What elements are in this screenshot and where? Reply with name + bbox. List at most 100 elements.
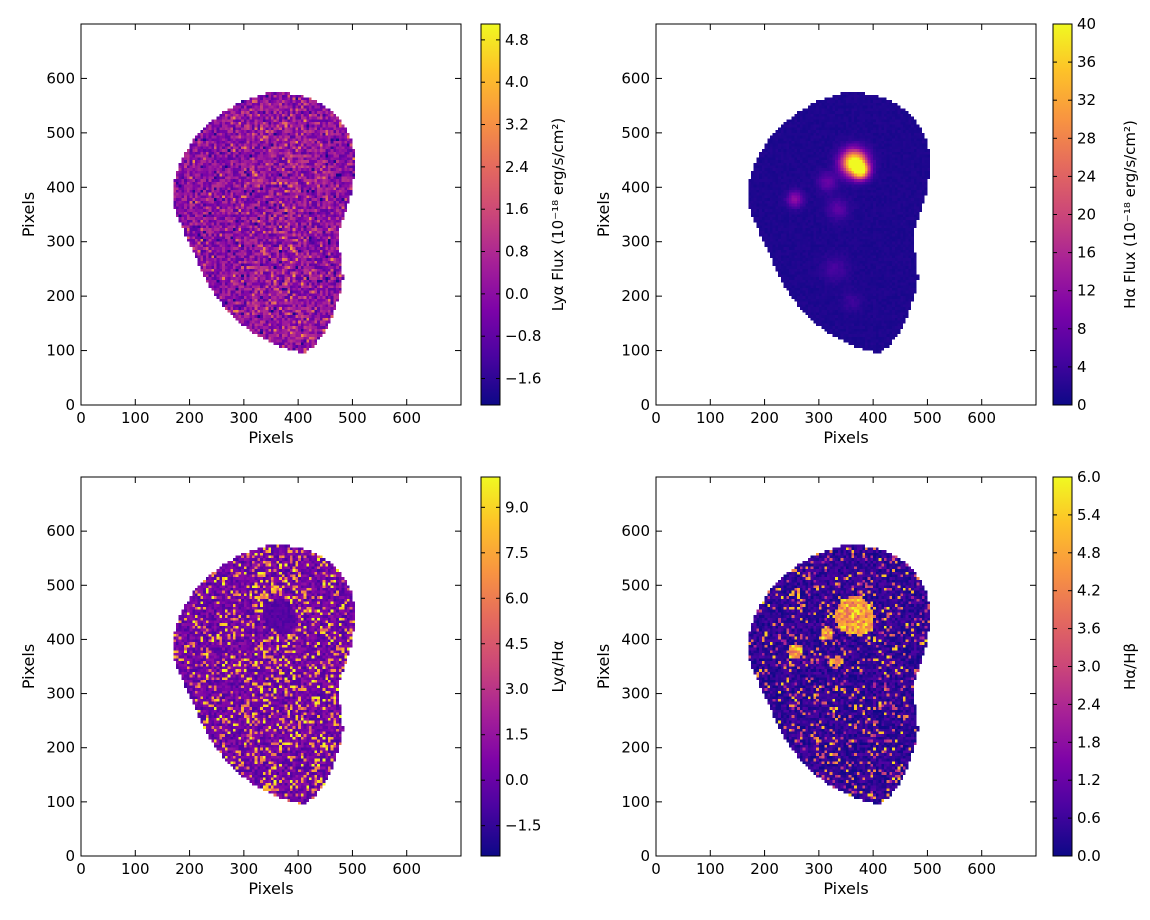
colorbar-label: Lyα/Hα xyxy=(549,640,567,692)
y-tick-label: 0 xyxy=(640,396,650,414)
x-axis-label: Pixels xyxy=(823,428,868,447)
x-tick-label: 0 xyxy=(651,860,661,878)
x-tick-label: 200 xyxy=(175,860,204,878)
x-tick-label: 200 xyxy=(750,860,779,878)
colorbar-tick-label: 32 xyxy=(1077,91,1096,109)
y-tick-label: 300 xyxy=(46,233,75,251)
colorbar-tick-label: 9.0 xyxy=(505,498,529,516)
colorbar-tick-label: 28 xyxy=(1077,129,1096,147)
colorbar-tick-label: 0.6 xyxy=(1077,809,1101,827)
y-tick-label: 100 xyxy=(621,342,650,360)
y-tick-label: 300 xyxy=(46,685,75,703)
y-tick-label: 500 xyxy=(621,124,650,142)
x-tick-label: 400 xyxy=(284,409,313,427)
colorbar-tick-label: 24 xyxy=(1077,167,1096,185)
chart-panel-ha-flux: 0 100 200 300 400 500 6000100200300400500600Pi… xyxy=(594,15,1139,447)
colorbar-tick-label: 4.5 xyxy=(505,635,529,653)
y-tick-label: 100 xyxy=(621,793,650,811)
y-tick-label: 500 xyxy=(46,124,75,142)
colorbar-tick-label: 2.4 xyxy=(1077,695,1101,713)
y-tick-label: 200 xyxy=(46,739,75,757)
y-tick-label: 0 xyxy=(65,847,75,865)
y-tick-label: 400 xyxy=(46,630,75,648)
y-axis-label: Pixels xyxy=(19,644,38,689)
x-tick-label: 100 xyxy=(121,860,150,878)
y-tick-label: 0 xyxy=(65,396,75,414)
x-tick-label: 300 xyxy=(805,860,834,878)
x-tick-label: 600 xyxy=(392,860,421,878)
colorbar-tick-label: 1.8 xyxy=(1077,733,1101,751)
colorbar-tick-label: 3.6 xyxy=(1077,620,1101,638)
axes-frame xyxy=(655,23,1037,406)
x-tick-label: 400 xyxy=(284,860,313,878)
colorbar-tick-label: 4.0 xyxy=(505,73,529,91)
colorbar-tick-label: 3.0 xyxy=(1077,658,1101,676)
x-axis-label: Pixels xyxy=(248,879,293,898)
y-tick-label: 300 xyxy=(621,233,650,251)
chart-panel-ha-hb-ratio: 0 100 200 300 400 500 600 0 100 200 300 400 500 600 Pi… xyxy=(594,468,1139,898)
colorbar-tick-label: 0.0 xyxy=(505,285,529,303)
y-tick-label: 600 xyxy=(621,69,650,87)
heatmap-image xyxy=(656,477,1036,856)
y-axis-label: Pixels xyxy=(594,644,613,689)
x-tick-label: 500 xyxy=(913,409,942,427)
colorbar-tick-label: 5.4 xyxy=(1077,506,1101,524)
colorbar-tick-label: 2.4 xyxy=(505,158,529,176)
colorbar-label: Hα/Hβ xyxy=(1121,643,1139,690)
colorbar-tick-label: 8 xyxy=(1077,320,1087,338)
x-tick-label: 300 xyxy=(230,409,259,427)
colorbar-tick-label: 12 xyxy=(1077,282,1096,300)
chart-panel-lya-flux: 0 100 200 300 400 500 600 0 100 200 300 400 500 600 Pi… xyxy=(19,23,567,447)
colorbar-tick-label: 4.2 xyxy=(1077,582,1101,600)
x-tick-label: 0 xyxy=(76,409,86,427)
colorbar-tick-label: 6.0 xyxy=(1077,468,1101,486)
colorbar-tick-label: 1.6 xyxy=(505,200,529,218)
colorbar-tick-label: 7.5 xyxy=(505,544,529,562)
colorbar-tick-label: 40 xyxy=(1077,15,1096,33)
heatmap-image xyxy=(81,24,461,405)
y-tick-label: 200 xyxy=(46,287,75,305)
heatmap-image xyxy=(656,24,1036,405)
colorbar-label: Hα Flux (10⁻¹⁸ erg/s/cm²) xyxy=(1121,120,1139,309)
y-tick-label: 100 xyxy=(46,793,75,811)
colorbar xyxy=(480,23,501,406)
x-tick-label: 200 xyxy=(175,409,204,427)
colorbar-tick-label: 3.0 xyxy=(505,680,529,698)
colorbar-tick-label: 36 xyxy=(1077,53,1096,71)
y-tick-label: 0 xyxy=(640,847,650,865)
x-tick-label: 100 xyxy=(121,409,150,427)
x-tick-label: 400 xyxy=(859,860,888,878)
x-tick-label: 300 xyxy=(230,860,259,878)
x-tick-label: 500 xyxy=(338,409,367,427)
colorbar-tick-label: −1.5 xyxy=(505,817,541,835)
y-tick-label: 600 xyxy=(621,522,650,540)
x-tick-label: 500 xyxy=(913,860,942,878)
y-tick-label: 600 xyxy=(46,69,75,87)
x-tick-label: 600 xyxy=(967,409,996,427)
y-axis-label: Pixels xyxy=(594,192,613,237)
colorbar-tick-label: 4.8 xyxy=(1077,544,1101,562)
x-tick-label: 100 xyxy=(696,860,725,878)
colorbar-tick-label: 20 xyxy=(1077,206,1096,224)
x-tick-label: 400 xyxy=(859,409,888,427)
colorbar-tick-label: 16 xyxy=(1077,244,1096,262)
y-tick-label: 500 xyxy=(621,576,650,594)
colorbar-tick-label: 1.2 xyxy=(1077,771,1101,789)
colorbar-tick-label: 3.2 xyxy=(505,116,529,134)
x-tick-label: 500 xyxy=(338,860,367,878)
y-tick-label: 100 xyxy=(46,342,75,360)
colorbar-label: Lyα Flux (10⁻¹⁸ erg/s/cm²) xyxy=(549,118,567,311)
colorbar-tick-label: 0.8 xyxy=(505,243,529,261)
axes-frame xyxy=(655,476,1037,857)
y-tick-label: 400 xyxy=(621,630,650,648)
colorbar-tick-label: 1.5 xyxy=(505,726,529,744)
colorbar-tick-label: 0.0 xyxy=(1077,847,1101,865)
y-tick-label: 200 xyxy=(621,287,650,305)
y-tick-label: 500 xyxy=(46,576,75,594)
x-axis-label: Pixels xyxy=(823,879,868,898)
axes-frame xyxy=(80,476,462,857)
colorbar-tick-label: 0.0 xyxy=(505,771,529,789)
colorbar xyxy=(480,476,501,857)
colorbar-tick-label: −0.8 xyxy=(505,327,541,345)
colorbar-tick-label: 6.0 xyxy=(505,589,529,607)
